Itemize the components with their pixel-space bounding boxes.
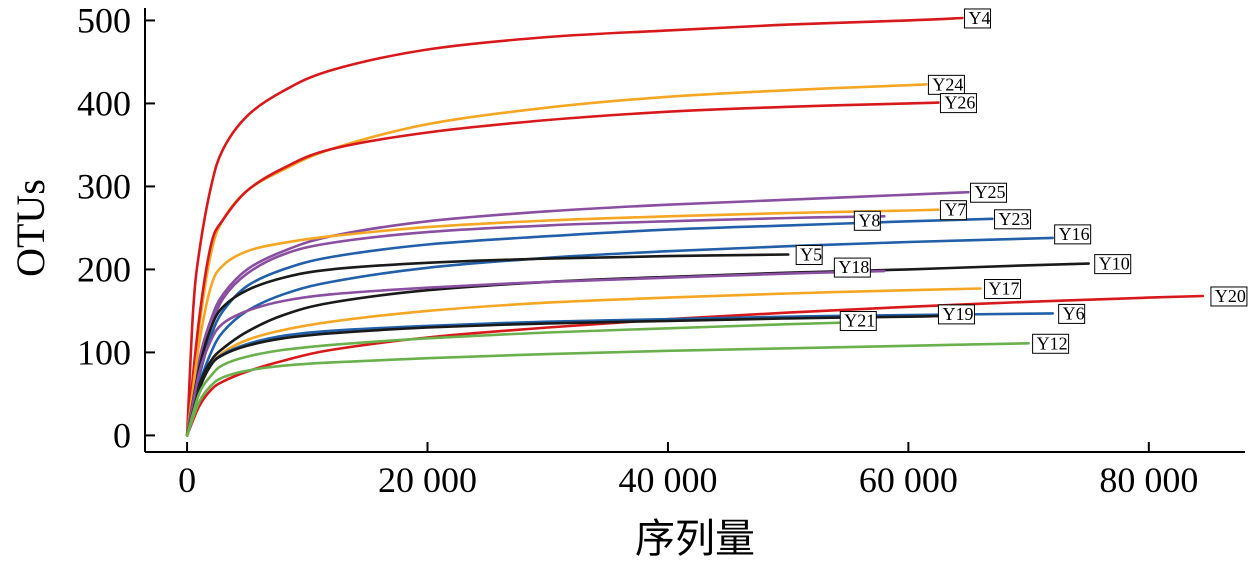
series-label-y8: Y8 xyxy=(853,210,881,231)
series-label-y10: Y10 xyxy=(1094,254,1132,275)
series-line-y16 xyxy=(185,236,1054,437)
x-tick-label: 80 000 xyxy=(1099,460,1198,500)
series-label-box xyxy=(853,210,881,231)
series-line-y7 xyxy=(185,208,940,437)
series-line-y10 xyxy=(185,262,1090,437)
series-label-y19: Y19 xyxy=(937,304,975,325)
series-label-box xyxy=(795,244,823,265)
y-tick-label: 400 xyxy=(77,83,131,123)
series-line-y23 xyxy=(185,217,994,437)
series-line-y26 xyxy=(185,101,940,437)
series-label-y23: Y23 xyxy=(994,209,1032,230)
series-label-y16: Y16 xyxy=(1054,224,1092,245)
series-label-y6: Y6 xyxy=(1058,303,1086,324)
series-label-text: Y21 xyxy=(844,311,875,331)
series-label-box xyxy=(1054,224,1092,245)
series-label-y18: Y18 xyxy=(833,257,871,278)
series-label-box xyxy=(984,279,1022,300)
series-label-text: Y19 xyxy=(942,304,973,324)
series-label-text: Y17 xyxy=(989,279,1020,299)
series-label-text: Y24 xyxy=(932,74,963,94)
series-label-y21: Y21 xyxy=(839,311,877,332)
series-line-y4 xyxy=(185,16,964,437)
series-label-text: Y16 xyxy=(1059,224,1090,244)
series-label-box xyxy=(833,257,871,278)
axes: 0 20 000 40 000 60 000 80 000 0 100 200 300 400 50… xyxy=(77,0,1245,500)
series-label-box xyxy=(963,8,991,29)
series-label-box xyxy=(937,304,975,325)
series-label-y7: Y7 xyxy=(939,200,967,221)
y-axis-title: OTUs xyxy=(8,179,53,277)
series-lines xyxy=(185,16,1205,437)
series-label-text: Y25 xyxy=(974,182,1005,202)
x-tick-label: 60 000 xyxy=(859,460,958,500)
series-label-text: Y8 xyxy=(858,210,880,230)
y-tick-label: 500 xyxy=(77,0,131,40)
series-label-box xyxy=(1210,286,1248,307)
series-line-y6 xyxy=(185,312,1054,437)
x-tick-label: 20 000 xyxy=(378,460,477,500)
series-line-y24 xyxy=(185,83,928,437)
series-line-y25 xyxy=(185,190,970,437)
y-tick-label: 0 xyxy=(113,415,131,455)
series-label-y17: Y17 xyxy=(984,279,1022,300)
series-line-y21 xyxy=(185,321,850,437)
series-label-y12: Y12 xyxy=(1032,333,1070,354)
series-line-y18 xyxy=(185,269,886,437)
series-label-box xyxy=(1058,303,1086,324)
series-label-box xyxy=(839,311,877,332)
series-label-box xyxy=(939,93,977,114)
series-label-y24: Y24 xyxy=(927,74,965,95)
series-label-y5: Y5 xyxy=(795,244,823,265)
series-label-y25: Y25 xyxy=(969,182,1007,203)
x-axis-title: 序列量 xyxy=(635,516,755,561)
y-tick-label: 300 xyxy=(77,166,131,206)
series-label-text: Y23 xyxy=(999,209,1030,229)
series-label-box xyxy=(1094,254,1132,275)
series-label-y20: Y20 xyxy=(1210,286,1248,307)
x-tick-label: 0 xyxy=(178,460,196,500)
series-label-y4: Y4 xyxy=(963,8,991,29)
series-line-y20 xyxy=(185,294,1205,437)
series-label-text: Y6 xyxy=(1063,303,1085,323)
x-tick-label: 40 000 xyxy=(618,460,717,500)
series-label-box xyxy=(994,209,1032,230)
series-label-text: Y26 xyxy=(944,93,975,113)
series-line-y12 xyxy=(185,342,1030,437)
series-line-y5 xyxy=(185,253,790,437)
y-tick-label: 200 xyxy=(77,249,131,289)
series-label-text: Y18 xyxy=(838,257,869,277)
series-label-text: Y5 xyxy=(800,244,822,264)
series-label-y26: Y26 xyxy=(939,93,977,114)
series-label-box xyxy=(1032,333,1070,354)
series-label-text: Y20 xyxy=(1215,286,1246,306)
series-label-text: Y4 xyxy=(968,8,990,28)
y-tick-label: 100 xyxy=(77,332,131,372)
series-label-box xyxy=(969,182,1007,203)
series-line-y19 xyxy=(185,314,946,437)
series-label-text: Y12 xyxy=(1037,333,1068,353)
series-label-text: Y7 xyxy=(944,200,966,220)
series-label-box xyxy=(939,200,967,221)
series-label-text: Y10 xyxy=(1099,254,1130,274)
